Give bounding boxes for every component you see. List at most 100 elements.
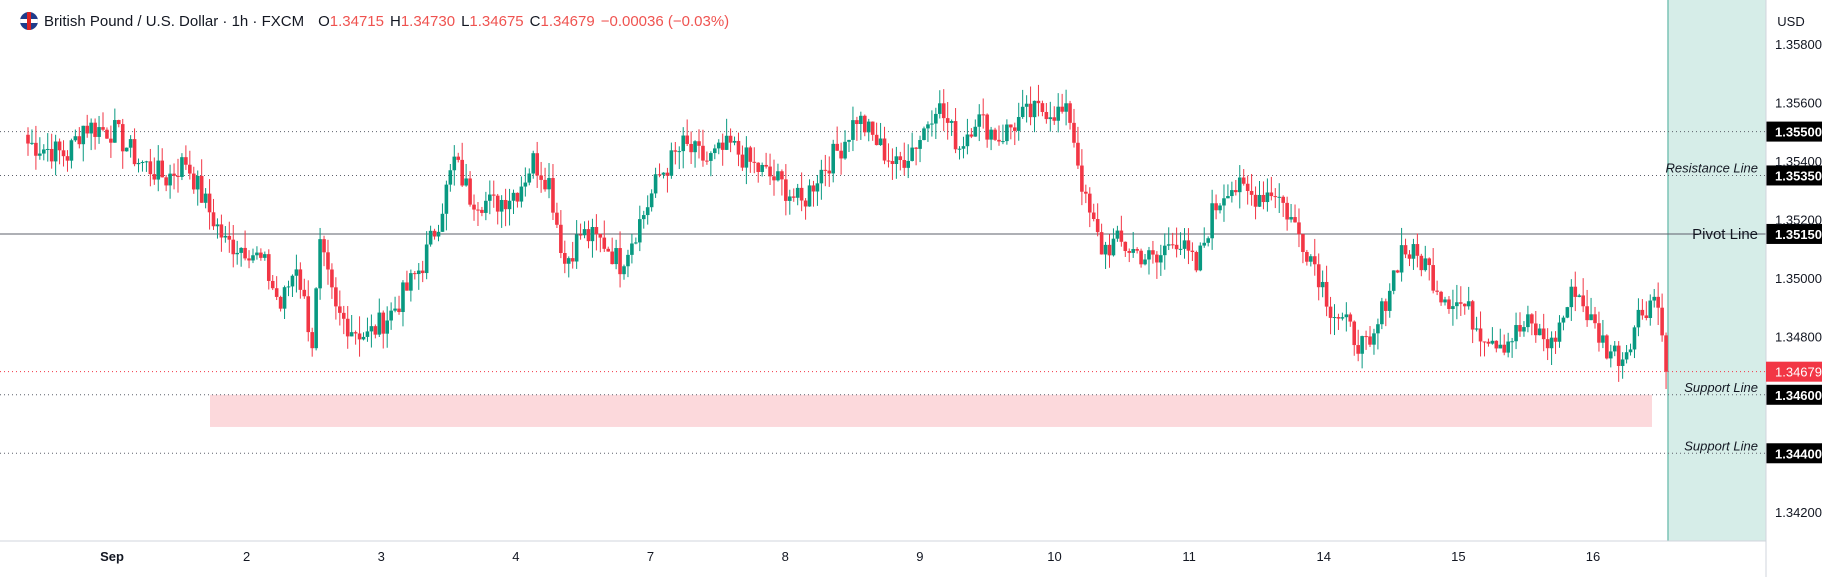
candle-body bbox=[610, 251, 614, 265]
candle-body bbox=[965, 134, 970, 147]
candle-body bbox=[1502, 344, 1507, 353]
candle-body bbox=[586, 229, 591, 242]
currency-button[interactable]: USD bbox=[1777, 13, 1805, 29]
candle-body bbox=[448, 170, 453, 185]
price-tick-label: 1.34200 bbox=[1775, 505, 1822, 520]
time-tick-label: 15 bbox=[1451, 549, 1465, 564]
candle-body bbox=[1289, 217, 1293, 220]
candle-body bbox=[1387, 290, 1392, 311]
candle-body bbox=[41, 149, 46, 154]
candle-body bbox=[278, 296, 283, 309]
candle-body bbox=[144, 161, 149, 163]
price-axis-tag bbox=[1766, 384, 1822, 405]
candle-body bbox=[1561, 317, 1566, 323]
candle-body bbox=[606, 248, 611, 252]
candle-body bbox=[1459, 302, 1463, 304]
candle-body bbox=[191, 173, 196, 190]
candle-body bbox=[377, 312, 382, 335]
candle-body bbox=[1549, 337, 1554, 349]
change-value: −0.00036 (−0.03%) bbox=[600, 12, 730, 30]
candle-body bbox=[199, 175, 204, 203]
candle-body bbox=[1494, 340, 1499, 349]
candle-body bbox=[1222, 198, 1226, 206]
candle-body bbox=[1557, 322, 1562, 342]
candle-body bbox=[416, 270, 421, 275]
candle-body bbox=[1411, 244, 1416, 259]
candle-body bbox=[247, 258, 251, 261]
candle-body bbox=[811, 185, 816, 192]
candle-body bbox=[1210, 203, 1214, 239]
candle-body bbox=[184, 157, 188, 165]
candle-body bbox=[1253, 194, 1258, 207]
candle-body bbox=[823, 169, 828, 171]
candle-body bbox=[547, 178, 551, 190]
candle-body bbox=[993, 129, 997, 140]
candle-body bbox=[341, 312, 346, 319]
candle-body bbox=[132, 139, 137, 165]
candle-body bbox=[1060, 106, 1064, 112]
high-label: H bbox=[389, 12, 401, 30]
time-tick-label: 14 bbox=[1316, 549, 1330, 564]
candle-body bbox=[1257, 194, 1262, 207]
candle-body bbox=[1312, 256, 1317, 265]
candle-body bbox=[1577, 295, 1582, 297]
candle-body bbox=[728, 135, 733, 143]
candle-body bbox=[910, 147, 914, 161]
candle-body bbox=[120, 124, 125, 152]
price-tick-label: 1.35800 bbox=[1775, 37, 1822, 52]
candle-body bbox=[26, 134, 30, 144]
candle-body bbox=[1214, 203, 1218, 211]
candle-body bbox=[1301, 234, 1305, 252]
candle-body bbox=[81, 125, 86, 145]
current-price-tag bbox=[1766, 361, 1822, 382]
candle-body bbox=[499, 199, 504, 212]
candle-body bbox=[1490, 340, 1495, 344]
candle-body bbox=[941, 103, 946, 119]
candle-body bbox=[1020, 106, 1025, 118]
candle-body bbox=[543, 179, 547, 190]
candle-body bbox=[1423, 258, 1428, 271]
candle-body bbox=[49, 148, 54, 162]
candle-body bbox=[1190, 250, 1195, 253]
candle-body bbox=[1237, 177, 1242, 193]
candle-body bbox=[1447, 299, 1451, 309]
candle-body bbox=[1589, 314, 1593, 321]
candle-body bbox=[113, 120, 117, 143]
candle-body bbox=[440, 213, 445, 232]
price-tick-label: 1.34800 bbox=[1775, 329, 1822, 344]
candle-body bbox=[882, 138, 887, 161]
candle-body bbox=[563, 253, 567, 264]
candle-body bbox=[1127, 250, 1132, 253]
low-label: L bbox=[461, 12, 470, 30]
symbol-title[interactable]: British Pound / U.S. Dollar · 1h · FXCM bbox=[44, 12, 305, 30]
candle-body bbox=[1632, 327, 1637, 350]
candle-body bbox=[397, 308, 401, 313]
candle-body bbox=[898, 156, 903, 161]
candle-body bbox=[673, 150, 678, 152]
candle-body bbox=[77, 136, 82, 145]
candle-body bbox=[1569, 286, 1574, 308]
candle-body bbox=[168, 173, 172, 186]
candle-body bbox=[1107, 244, 1112, 256]
candle-body bbox=[914, 147, 918, 149]
candle-body bbox=[851, 120, 855, 140]
line-label: Resistance Line bbox=[1666, 160, 1759, 175]
candle-body bbox=[653, 174, 658, 194]
candle-body bbox=[73, 136, 78, 141]
candle-body bbox=[886, 160, 891, 162]
candle-body bbox=[1344, 314, 1349, 318]
candle-body bbox=[1419, 255, 1424, 271]
candle-body bbox=[815, 183, 820, 192]
candle-body bbox=[1514, 325, 1518, 342]
candle-body bbox=[1415, 244, 1420, 256]
candle-body bbox=[1040, 103, 1045, 112]
candle-body bbox=[1451, 306, 1455, 309]
candle-body bbox=[266, 254, 271, 281]
gbp-flag-icon bbox=[20, 12, 38, 30]
candle-body bbox=[310, 332, 314, 349]
candle-body bbox=[1332, 317, 1337, 319]
candle-body bbox=[330, 269, 334, 288]
